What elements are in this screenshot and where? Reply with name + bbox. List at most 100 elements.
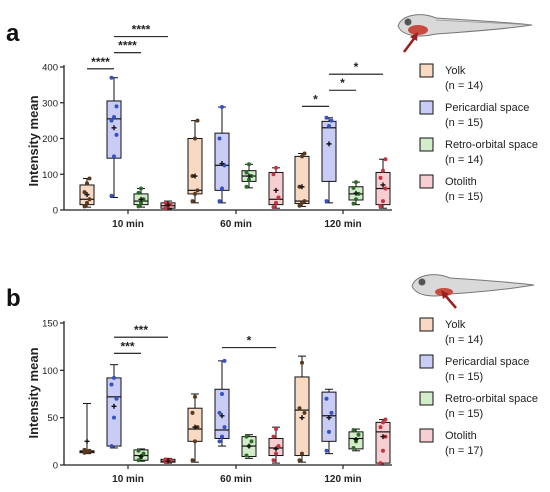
box-retro-orbital-space xyxy=(348,180,364,206)
mean-marker xyxy=(273,446,279,452)
significance-label: * xyxy=(340,76,345,90)
data-point xyxy=(354,180,358,185)
data-point xyxy=(302,410,307,415)
panel-b: b Intensity mean 0 50 100 150 10 min 60 min 12… xyxy=(6,274,538,485)
legend-label: Yolk xyxy=(445,65,466,77)
mean-marker xyxy=(326,141,332,147)
data-point xyxy=(271,434,276,439)
y-tick-label: 100 xyxy=(42,170,58,181)
data-point xyxy=(249,439,254,444)
data-point xyxy=(220,105,224,110)
legend-swatch xyxy=(419,354,434,369)
data-point xyxy=(271,458,276,463)
legend-label: Retro-orbital space xyxy=(445,139,538,151)
legend-swatch xyxy=(419,317,434,332)
significance-label: **** xyxy=(91,55,110,69)
data-point xyxy=(378,461,383,466)
data-point xyxy=(109,75,114,80)
data-point xyxy=(112,154,116,159)
data-point xyxy=(378,204,383,209)
legend-n: (n = 15) xyxy=(445,408,483,420)
x-tick-label: 120 min xyxy=(324,219,361,230)
box-iqr xyxy=(294,155,310,205)
data-point xyxy=(378,425,383,430)
data-point xyxy=(247,177,251,182)
data-point xyxy=(244,453,249,458)
legend-swatch xyxy=(419,428,434,443)
data-point xyxy=(109,193,114,198)
data-point xyxy=(114,132,119,137)
data-point xyxy=(222,425,227,430)
data-point xyxy=(271,205,276,210)
box-retro-orbital-space xyxy=(241,162,257,189)
data-point xyxy=(247,162,251,167)
box-otolith xyxy=(160,457,176,465)
data-point xyxy=(222,358,227,363)
box-iqr xyxy=(187,138,203,195)
data-point xyxy=(87,176,92,181)
y-tick-label: 200 xyxy=(42,134,58,145)
data-point xyxy=(217,199,222,204)
data-point xyxy=(114,104,119,109)
legend-n: (n = 15) xyxy=(445,371,483,383)
data-point xyxy=(190,410,195,415)
data-point xyxy=(274,427,278,432)
legend-label: Otolith xyxy=(445,176,477,188)
data-point xyxy=(82,447,87,452)
legend-swatch xyxy=(419,391,434,406)
box-yolk xyxy=(79,176,95,209)
y-axis-label-a: Intensity mean xyxy=(26,95,41,186)
data-point xyxy=(300,451,304,456)
legend-swatch xyxy=(419,174,434,189)
legend-label: Pericardial space xyxy=(445,356,529,368)
arrow-icon xyxy=(441,290,457,309)
y-tick-label: 300 xyxy=(42,98,58,109)
data-point xyxy=(87,448,92,453)
mean-marker xyxy=(219,161,225,167)
data-point xyxy=(220,434,224,439)
data-point xyxy=(244,170,249,175)
data-point xyxy=(190,458,195,463)
legend-swatch xyxy=(419,63,434,78)
box-otolith xyxy=(375,157,391,209)
legend-item: Retro-orbital space (n = 15) xyxy=(419,391,538,420)
data-point xyxy=(297,458,302,463)
legend-label: Yolk xyxy=(445,319,466,331)
legend-swatch xyxy=(419,100,434,115)
significance-label: * xyxy=(354,60,359,74)
box-retro-orbital-space xyxy=(348,427,364,452)
legend-label: Otolith xyxy=(445,430,477,442)
y-tick-label: 50 xyxy=(47,413,58,424)
data-point xyxy=(297,406,302,411)
box-retro-orbital-space xyxy=(133,186,149,209)
data-point xyxy=(274,200,278,205)
data-point xyxy=(220,186,224,191)
data-point xyxy=(351,201,356,206)
x-tick-label: 120 min xyxy=(324,474,361,485)
mean-marker xyxy=(111,403,117,409)
data-point xyxy=(109,118,114,123)
data-point xyxy=(351,445,356,450)
mean-marker xyxy=(380,434,386,440)
data-point xyxy=(383,157,388,162)
data-point xyxy=(163,200,168,205)
data-point xyxy=(195,118,200,123)
data-point xyxy=(271,172,276,177)
data-point xyxy=(109,444,114,449)
box-otolith xyxy=(375,417,391,466)
mean-marker xyxy=(192,173,198,179)
mean-marker xyxy=(138,196,144,202)
legend-n: (n = 14) xyxy=(445,154,483,166)
data-point xyxy=(351,185,356,190)
data-point xyxy=(136,458,141,463)
y-tick-label: 150 xyxy=(42,319,58,330)
data-point xyxy=(244,184,249,189)
legend-n: (n = 14) xyxy=(445,334,483,346)
mean-marker xyxy=(138,453,144,459)
legend-label: Pericardial space xyxy=(445,102,529,114)
data-point xyxy=(383,417,388,422)
mean-marker xyxy=(299,184,305,190)
legend-item: Otolith (n = 17) xyxy=(419,428,483,457)
data-point xyxy=(302,151,307,156)
